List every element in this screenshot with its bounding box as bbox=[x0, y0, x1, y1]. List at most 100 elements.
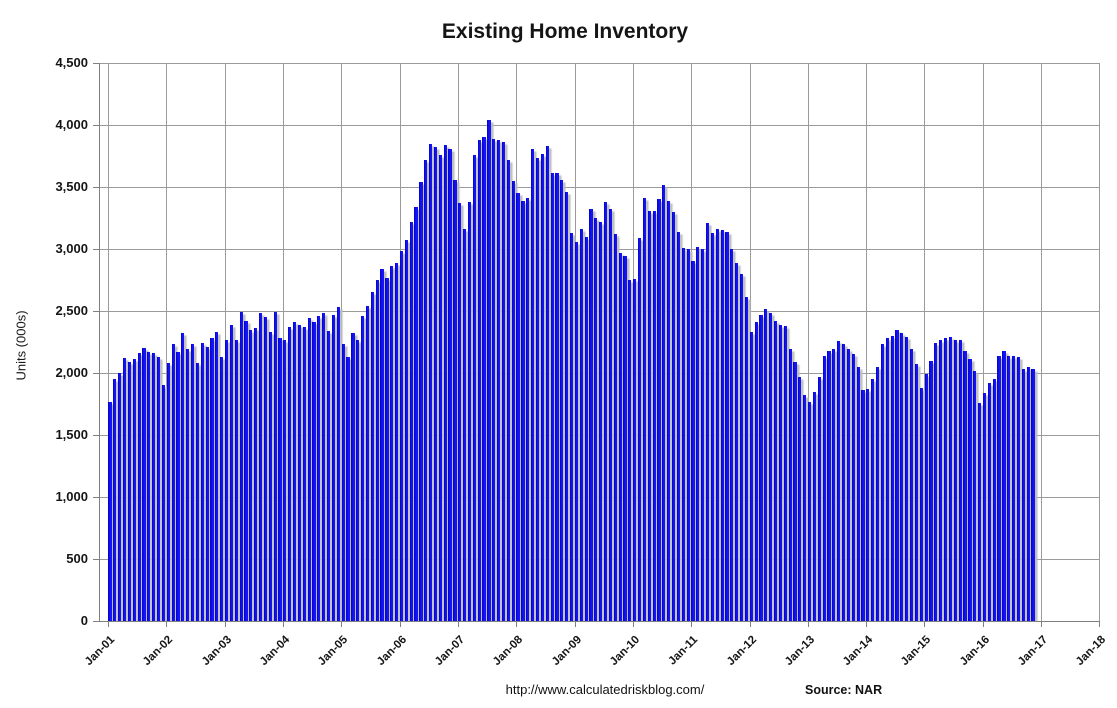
bar bbox=[501, 142, 506, 621]
y-gridline bbox=[99, 187, 1100, 188]
bar bbox=[715, 229, 719, 621]
x-tick-label: Jan-04 bbox=[257, 633, 293, 668]
bar bbox=[691, 261, 695, 621]
bar bbox=[628, 280, 632, 621]
bar bbox=[550, 173, 554, 621]
bar bbox=[122, 358, 127, 621]
bar bbox=[448, 148, 452, 621]
bar bbox=[880, 344, 885, 621]
y-tick-mark bbox=[93, 559, 99, 560]
x-tick-mark bbox=[1041, 622, 1043, 627]
bar bbox=[210, 338, 214, 621]
bar bbox=[511, 180, 515, 621]
bar bbox=[390, 266, 394, 621]
x-tick-mark bbox=[807, 622, 809, 627]
bar bbox=[667, 200, 671, 621]
bar bbox=[633, 278, 637, 621]
bar bbox=[365, 306, 370, 621]
bar bbox=[851, 354, 855, 621]
bar bbox=[341, 344, 345, 621]
bar bbox=[443, 144, 447, 621]
bar bbox=[618, 252, 622, 621]
y-tick-mark bbox=[93, 249, 99, 250]
bar bbox=[482, 137, 486, 621]
bar bbox=[312, 322, 316, 621]
bar bbox=[317, 315, 321, 621]
bar bbox=[744, 297, 749, 621]
x-tick-label: Jan-07 bbox=[432, 633, 468, 668]
y-tick-mark bbox=[93, 187, 99, 188]
bar bbox=[662, 184, 666, 621]
bar bbox=[793, 361, 797, 621]
bar bbox=[637, 237, 642, 621]
y-tick-label: 500 bbox=[66, 551, 88, 566]
bar bbox=[156, 356, 161, 621]
bar bbox=[574, 241, 578, 621]
bar bbox=[749, 332, 753, 621]
bar bbox=[171, 344, 175, 621]
bar bbox=[963, 350, 967, 621]
bar bbox=[433, 147, 438, 621]
bar bbox=[754, 322, 758, 621]
bar bbox=[696, 246, 700, 621]
y-tick-label: 1,500 bbox=[55, 427, 88, 442]
bar bbox=[798, 376, 802, 621]
x-tick-mark bbox=[341, 622, 343, 627]
bar bbox=[293, 322, 297, 621]
bar bbox=[817, 376, 821, 621]
bar bbox=[404, 240, 408, 621]
x-tick-mark bbox=[166, 622, 168, 627]
bar bbox=[254, 328, 258, 621]
bar bbox=[1016, 356, 1021, 621]
bar bbox=[1007, 355, 1011, 621]
bar bbox=[147, 351, 151, 621]
bar bbox=[195, 363, 200, 621]
chart-title: Existing Home Inventory bbox=[441, 20, 689, 43]
y-tick-label: 3,000 bbox=[55, 241, 88, 256]
bar bbox=[224, 339, 229, 621]
bar bbox=[487, 120, 491, 621]
bar bbox=[861, 390, 865, 621]
bar bbox=[351, 333, 355, 621]
bar bbox=[176, 351, 180, 621]
bar bbox=[832, 349, 836, 621]
bar bbox=[239, 312, 243, 621]
bar bbox=[735, 262, 739, 621]
bar bbox=[263, 317, 268, 621]
bar bbox=[477, 139, 481, 621]
bar bbox=[137, 353, 141, 621]
y-tick-mark bbox=[93, 373, 99, 374]
x-tick-label: Jan-11 bbox=[666, 633, 701, 668]
x-tick-label: Jan-15 bbox=[899, 633, 934, 668]
bar bbox=[380, 268, 384, 621]
bar bbox=[249, 329, 253, 621]
bar bbox=[973, 370, 977, 621]
bar bbox=[370, 292, 374, 621]
y-tick-mark bbox=[93, 435, 99, 436]
bar bbox=[190, 344, 195, 621]
bar bbox=[871, 379, 875, 621]
bar bbox=[803, 395, 807, 621]
bar bbox=[842, 344, 846, 621]
bar bbox=[409, 221, 413, 621]
bar bbox=[701, 249, 705, 621]
bars-layer bbox=[108, 120, 1035, 621]
bar bbox=[560, 179, 564, 621]
y-tick-label: 2,000 bbox=[55, 365, 88, 380]
bar bbox=[939, 339, 943, 621]
bar bbox=[297, 324, 302, 621]
bar bbox=[982, 392, 987, 621]
bar bbox=[900, 333, 904, 621]
y-tick-label: 4,500 bbox=[55, 55, 88, 70]
bar bbox=[686, 249, 690, 621]
bar bbox=[720, 230, 724, 621]
x-gridline bbox=[807, 63, 809, 621]
bar bbox=[142, 348, 146, 621]
bar bbox=[244, 320, 248, 621]
bar bbox=[463, 229, 467, 621]
y-tick-mark bbox=[93, 311, 99, 312]
x-gridline bbox=[924, 63, 926, 621]
x-tick-mark bbox=[516, 622, 518, 627]
bar bbox=[127, 361, 132, 621]
x-tick-mark bbox=[574, 622, 576, 627]
